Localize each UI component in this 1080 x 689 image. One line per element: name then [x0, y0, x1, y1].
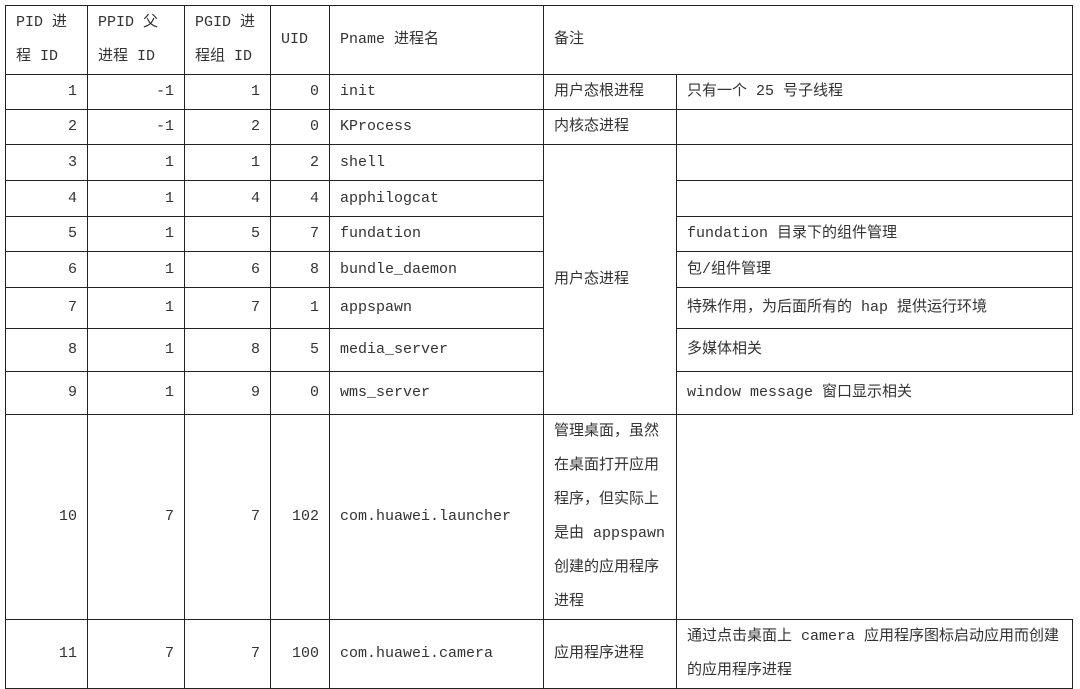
uid-cell: 8	[270, 251, 330, 288]
note-cell	[676, 109, 1073, 145]
pgid-cell: 6	[184, 251, 271, 288]
pid-cell: 11	[5, 619, 88, 689]
header-ppid: PPID 父进程 ID	[87, 5, 185, 75]
pname-cell: appspawn	[329, 287, 544, 329]
ppid-cell: 1	[87, 216, 185, 252]
ppid-cell: -1	[87, 74, 185, 110]
table-row: 11 7 7 100 com.huawei.camera 应用程序进程 通过点击…	[5, 619, 1073, 689]
uid-cell: 7	[270, 216, 330, 252]
header-pgid: PGID 进程组 ID	[184, 5, 271, 75]
ppid-cell: 1	[87, 144, 185, 181]
table-row: 3 1 1 2 shell 用户态进程	[5, 144, 1073, 415]
ppid-cell: 1	[87, 328, 185, 372]
table-row: 4 1 4 4 apphilogcat	[5, 180, 1073, 217]
note-cell: 包/组件管理	[676, 251, 1073, 288]
pgid-cell: 8	[184, 328, 271, 372]
category-cell: 内核态进程	[543, 109, 677, 145]
ppid-cell: 1	[87, 371, 185, 415]
pid-cell: 10	[5, 414, 88, 620]
table-row: 2 -1 2 0 KProcess 内核态进程	[5, 109, 1073, 145]
table-row: 1 -1 1 0 init 用户态根进程 只有一个 25 号子线程	[5, 74, 1073, 110]
ppid-cell: -1	[87, 109, 185, 145]
ppid-cell: 1	[87, 287, 185, 329]
note-cell: 特殊作用，为后面所有的 hap 提供运行环境	[676, 287, 1073, 329]
pgid-cell: 1	[184, 74, 271, 110]
pid-cell: 8	[5, 328, 88, 372]
table-row: 9 1 9 0 wms_server window message 窗口显示相关	[5, 371, 1073, 415]
pname-cell: shell	[329, 144, 544, 181]
pgid-cell: 1	[184, 144, 271, 181]
pid-cell: 6	[5, 251, 88, 288]
pgid-cell: 2	[184, 109, 271, 145]
table-row: 5 1 5 7 fundation fundation 目录下的组件管理	[5, 216, 1073, 252]
header-uid: UID	[270, 5, 330, 75]
note-cell: 通过点击桌面上 camera 应用程序图标启动应用而创建的应用程序进程	[676, 619, 1073, 689]
pid-cell: 7	[5, 287, 88, 329]
ppid-cell: 1	[87, 251, 185, 288]
pname-cell: apphilogcat	[329, 180, 544, 217]
category-cell: 应用程序进程	[543, 619, 677, 689]
pgid-cell: 7	[184, 619, 271, 689]
uid-cell: 2	[270, 144, 330, 181]
pgid-cell: 4	[184, 180, 271, 217]
pname-cell: fundation	[329, 216, 544, 252]
uid-cell: 0	[270, 109, 330, 145]
table-row: 7 1 7 1 appspawn 特殊作用，为后面所有的 hap 提供运行环境	[5, 287, 1073, 329]
pname-cell: media_server	[329, 328, 544, 372]
pgid-cell: 5	[184, 216, 271, 252]
pname-cell: wms_server	[329, 371, 544, 415]
pid-cell: 4	[5, 180, 88, 217]
uid-cell: 102	[270, 414, 330, 620]
category-cell: 用户态根进程	[543, 74, 677, 110]
uid-cell: 100	[270, 619, 330, 689]
uid-cell: 1	[270, 287, 330, 329]
pgid-cell: 9	[184, 371, 271, 415]
pname-cell: init	[329, 74, 544, 110]
header-remark: 备注	[543, 5, 1073, 75]
pname-cell: bundle_daemon	[329, 251, 544, 288]
pid-cell: 3	[5, 144, 88, 181]
pgid-cell: 7	[184, 414, 271, 620]
pgid-cell: 7	[184, 287, 271, 329]
header-pname: Pname 进程名	[329, 5, 544, 75]
process-table: PID 进程 ID PPID 父进程 ID PGID 进程组 ID UID Pn…	[5, 5, 1073, 689]
pname-cell: com.huawei.launcher	[329, 414, 544, 620]
uid-cell: 0	[270, 371, 330, 415]
table-row: 6 1 6 8 bundle_daemon 包/组件管理	[5, 251, 1073, 288]
note-cell: fundation 目录下的组件管理	[676, 216, 1073, 252]
pid-cell: 1	[5, 74, 88, 110]
note-cell: window message 窗口显示相关	[676, 371, 1073, 415]
note-cell: 只有一个 25 号子线程	[676, 74, 1073, 110]
header-pid: PID 进程 ID	[5, 5, 88, 75]
pid-cell: 5	[5, 216, 88, 252]
note-cell: 多媒体相关	[676, 328, 1073, 372]
note-cell	[676, 180, 1073, 217]
uid-cell: 5	[270, 328, 330, 372]
pname-cell: com.huawei.camera	[329, 619, 544, 689]
note-cell: 管理桌面，虽然在桌面打开应用程序，但实际上是由 appspawn 创建的应用程序…	[543, 414, 677, 620]
note-cell	[676, 144, 1073, 181]
ppid-cell: 7	[87, 414, 185, 620]
header-row: PID 进程 ID PPID 父进程 ID PGID 进程组 ID UID Pn…	[5, 5, 1073, 75]
ppid-cell: 7	[87, 619, 185, 689]
ppid-cell: 1	[87, 180, 185, 217]
pid-cell: 9	[5, 371, 88, 415]
table-row: 10 7 7 102 com.huawei.launcher 管理桌面，虽然在桌…	[5, 414, 1073, 620]
uid-cell: 0	[270, 74, 330, 110]
pname-cell: KProcess	[329, 109, 544, 145]
category-cell: 用户态进程	[543, 144, 677, 415]
uid-cell: 4	[270, 180, 330, 217]
table-row: 8 1 8 5 media_server 多媒体相关	[5, 328, 1073, 372]
pid-cell: 2	[5, 109, 88, 145]
